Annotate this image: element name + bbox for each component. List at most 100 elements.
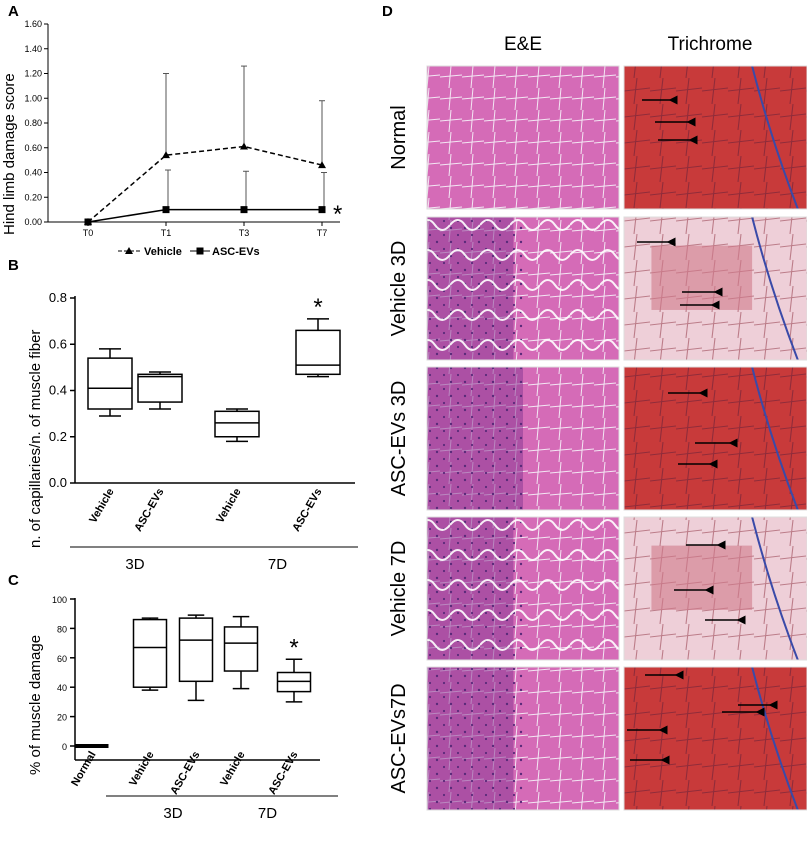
panel-d-histology: D E&E Trichrome Normal Vehicle 3D ASC-EVs …: [382, 3, 807, 811]
panel-a-x-tick-label: T7: [317, 228, 328, 238]
histology-row-5: ASC-EVs7D: [388, 666, 807, 811]
trichrome-fiber-patch: [651, 245, 753, 310]
trichrome-frame: [623, 216, 807, 361]
panel-c-category-label: ASC-EVs: [168, 750, 202, 797]
trichrome-micrograph: [623, 666, 807, 811]
trichrome-micrograph: [623, 65, 807, 210]
histology-row-label: Vehicle 7D: [388, 541, 410, 637]
trichrome-frame: [623, 65, 807, 210]
panel-a-x-tick-label: T0: [83, 228, 94, 238]
panel-b-y-axis-title: n. of capillaries/n. of muscle fiber: [27, 330, 44, 548]
trichrome-fiber-texture: [624, 367, 807, 510]
panel-c-category-label: Vehicle: [218, 750, 247, 789]
panel-b-y-tick-label: 0.4: [49, 383, 67, 398]
panel-a-y-tick-label: 0.00: [24, 217, 42, 227]
panel-a-point-vehicle: [318, 161, 326, 169]
panel-a-point-asc-evs: [84, 218, 92, 226]
panel-c-y-tick-label: 40: [57, 683, 67, 693]
he-frame: [426, 216, 620, 361]
panel-b-box: [87, 357, 133, 410]
histology-row-1: Normal: [388, 65, 807, 210]
panel-a-chart: A Hind limb damage score 0.00 0.20 0.40 0.6…: [1, 3, 342, 258]
panel-a-y-tick-label: 1.20: [24, 69, 42, 79]
panel-a-point-asc-evs: [318, 206, 326, 214]
legend-marker-vehicle: [125, 247, 133, 254]
panel-c-y-axis-title: % of muscle damage: [27, 635, 44, 775]
panel-a-point-vehicle: [162, 151, 170, 159]
panel-a-y-tick-label: 0.80: [24, 118, 42, 128]
trichrome-micrograph: [623, 366, 807, 511]
histology-row-label: ASC-EVs7D: [388, 683, 410, 793]
panel-a-point-asc-evs: [240, 206, 248, 214]
column-header-he: E&E: [504, 34, 542, 55]
panel-a-point-vehicle: [240, 142, 248, 150]
panel-c-boxes: [75, 614, 312, 748]
panel-c-y-tick-label: 100: [52, 595, 67, 605]
collagen-strand: [751, 666, 799, 811]
panel-b-category-label: ASC-EVs: [290, 487, 324, 534]
panel-a-y-tick-label: 0.60: [24, 143, 42, 153]
panel-c-box: [132, 618, 168, 688]
trichrome-frame: [623, 366, 807, 511]
panel-a-y-tick-label: 0.20: [24, 192, 42, 202]
he-micrograph: [426, 366, 620, 511]
he-frame: [426, 65, 620, 210]
panel-a-y-tick-label: 1.00: [24, 93, 42, 103]
panel-b-y-tick-label: 0.0: [49, 475, 67, 490]
trichrome-frame: [623, 666, 807, 811]
panel-a-x-tick-label: T1: [161, 228, 172, 238]
histology-row-4: Vehicle 7D: [388, 516, 807, 661]
panel-a-series-line-asc-evs: [87, 208, 322, 223]
collagen-strand: [751, 216, 799, 361]
panel-a-x-tick-label: T3: [239, 228, 250, 238]
panel-c-significance: *: [289, 634, 298, 661]
panel-b-letter: B: [8, 257, 19, 274]
panel-c-box-flat: [75, 744, 109, 748]
panel-a-x-ticks: T0 T1 T3 T7: [83, 222, 328, 238]
histology-row-label: Vehicle 3D: [388, 241, 410, 337]
panel-b-y-tick-label: 0.2: [49, 429, 67, 444]
he-micrograph: [426, 516, 620, 661]
panel-a-y-tick-label: 1.40: [24, 44, 42, 54]
he-frame: [426, 516, 620, 661]
he-frame: [426, 666, 620, 811]
panel-c-y-tick-label: 0: [62, 742, 67, 752]
panel-a-significance-star: *: [333, 201, 342, 228]
panel-b-category-label: ASC-EVs: [132, 487, 166, 534]
he-nuclei-texture: [427, 667, 523, 810]
panel-c-group-label: 3D: [163, 805, 182, 822]
histology-row-3: ASC-EVs 3D: [388, 366, 807, 511]
panel-c-y-tick-label: 20: [57, 713, 67, 723]
panel-b-box: [295, 329, 341, 376]
panel-c-category-label: Normal: [69, 750, 98, 789]
panel-c-y-ticks: 0 20 40 60 80 100: [52, 595, 75, 752]
panel-b-group-label: 3D: [125, 556, 144, 573]
panel-c-chart: C % of muscle damage 0 20 40 60 80 100 Normal…: [8, 572, 338, 822]
he-nuclei-texture: [427, 367, 523, 510]
panel-a-point-asc-evs: [162, 206, 170, 214]
histology-row-label: ASC-EVs 3D: [388, 381, 410, 497]
panel-a-legend: Vehicle ASC-EVs: [118, 246, 260, 258]
he-micrograph: [426, 216, 620, 361]
legend-marker-asc-evs: [196, 247, 204, 255]
panel-c-category-label: Vehicle: [127, 750, 156, 789]
panel-d-letter: D: [382, 3, 393, 20]
panel-b-category-labels: Vehicle ASC-EVs Vehicle ASC-EVs: [87, 487, 324, 534]
trichrome-fiber-patch: [651, 545, 753, 610]
panel-b-significance-star: *: [313, 294, 322, 321]
legend-label-vehicle: Vehicle: [144, 246, 182, 258]
collagen-strand: [751, 516, 799, 661]
panel-c-significance-star: *: [289, 634, 298, 661]
panel-b-chart: B n. of capillaries/n. of muscle fiber 0…: [8, 257, 358, 573]
panel-b-y-ticks: 0.0 0.2 0.4 0.6 0.8: [49, 290, 75, 490]
panel-c-group-label: 7D: [258, 805, 277, 822]
panel-b-y-tick-label: 0.6: [49, 336, 67, 351]
histology-grid: Normal Vehicle 3D ASC-EVs 3D Vehicle 7D ASC-…: [388, 65, 807, 811]
trichrome-fiber-texture: [624, 667, 807, 810]
panel-c-box: [223, 626, 259, 672]
panel-b-box: [137, 373, 183, 403]
trichrome-frame: [623, 516, 807, 661]
panel-b-box: [214, 410, 260, 438]
panel-a-y-axis-title: Hind limb damage score: [1, 73, 18, 235]
